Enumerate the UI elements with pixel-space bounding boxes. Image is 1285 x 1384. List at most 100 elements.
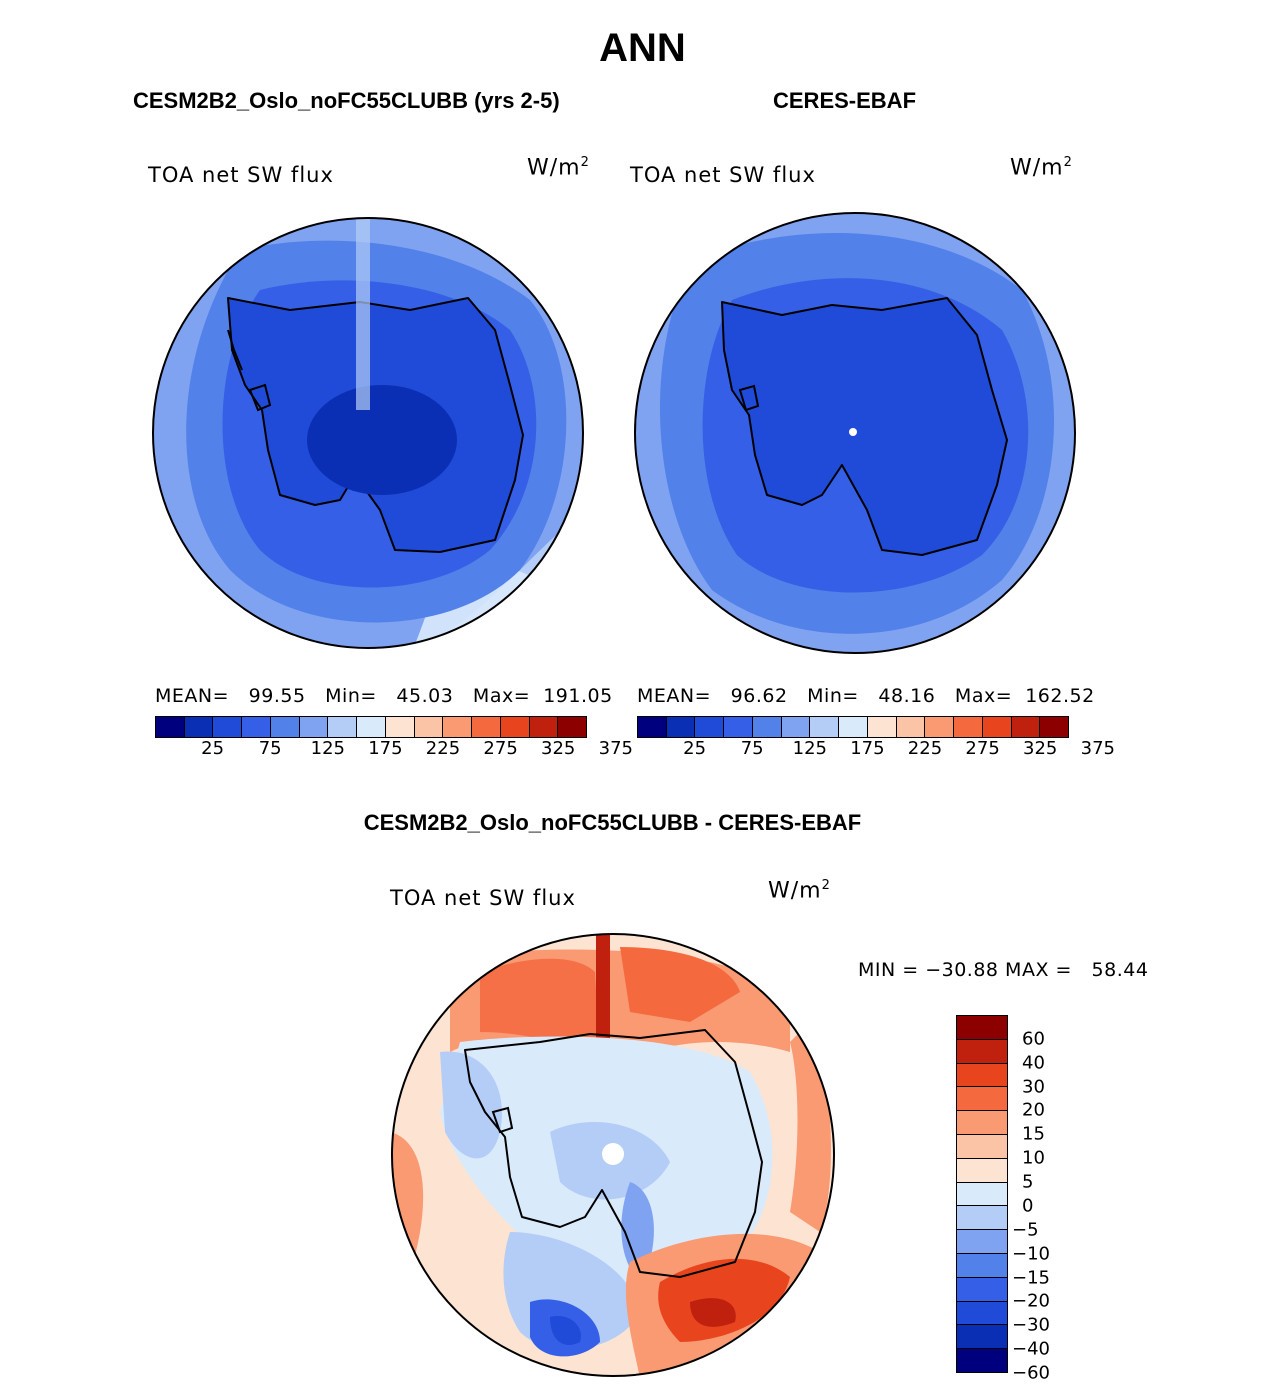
model-polar-map — [152, 217, 584, 649]
model-colorbar: 25 75 125 175 225 275 325 375 — [155, 716, 633, 762]
colorbar-tick-label: 175 — [850, 738, 885, 759]
colorbar-swatch — [957, 1158, 1007, 1183]
figure-title: ANN — [599, 26, 686, 70]
colorbar-tick-label: 40 — [1022, 1052, 1045, 1074]
colorbar-swatch — [638, 717, 667, 737]
colorbar-swatch — [957, 1182, 1007, 1207]
colorbar-swatch — [242, 717, 271, 737]
colorbar-swatch — [500, 717, 530, 737]
colorbar-swatch — [957, 1277, 1007, 1302]
model-colorbar-swatches — [155, 716, 587, 738]
colorbar-tick-label: −30 — [1012, 1314, 1050, 1336]
colorbar-swatch — [213, 717, 243, 737]
colorbar-swatch — [472, 717, 501, 737]
colorbar-swatch — [781, 717, 811, 737]
colorbar-swatch — [839, 717, 868, 737]
diff-polar-map — [391, 933, 835, 1377]
colorbar-swatch — [414, 717, 444, 737]
colorbar-swatch — [867, 717, 897, 737]
colorbar-swatch — [443, 717, 473, 737]
colorbar-swatch — [925, 717, 955, 737]
colorbar-swatch — [957, 1039, 1007, 1064]
colorbar-swatch — [896, 717, 926, 737]
diff-colorbar-swatches — [956, 1015, 1008, 1373]
colorbar-tick-label: 15 — [1022, 1123, 1045, 1145]
model-panel-units: W/m2 — [527, 155, 590, 181]
colorbar-tick-label: 375 — [598, 738, 633, 759]
colorbar-swatch — [328, 717, 358, 737]
diff-panel-title: CESM2B2_Oslo_noFC55CLUBB - CERES-EBAF — [363, 810, 862, 835]
colorbar-tick-label: 325 — [541, 738, 576, 759]
colorbar-swatch — [957, 1230, 1007, 1254]
colorbar-tick-label: 25 — [201, 738, 225, 759]
colorbar-tick-label: 0 — [1022, 1195, 1034, 1217]
obs-panel-units: W/m2 — [1010, 155, 1073, 181]
model-panel-subtitle: TOA net SW flux — [148, 163, 334, 187]
colorbar-swatch — [752, 717, 782, 737]
colorbar-tick-label: −10 — [1012, 1243, 1050, 1265]
colorbar-tick-label: 20 — [1022, 1099, 1045, 1121]
colorbar-swatch — [957, 1087, 1007, 1112]
colorbar-swatch — [957, 1134, 1007, 1159]
colorbar-swatch — [1040, 717, 1069, 737]
colorbar-swatch — [1011, 717, 1041, 737]
colorbar-tick-label: 225 — [907, 738, 943, 759]
colorbar-swatch — [957, 1016, 1007, 1040]
colorbar-swatch — [810, 717, 840, 737]
colorbar-tick-label: 60 — [1022, 1028, 1045, 1050]
colorbar-swatch — [957, 1063, 1007, 1088]
colorbar-tick-label: 30 — [1022, 1076, 1045, 1098]
colorbar-tick-label: 325 — [1023, 738, 1058, 759]
colorbar-tick-label: −5 — [1012, 1219, 1039, 1241]
obs-panel-subtitle: TOA net SW flux — [630, 163, 816, 187]
colorbar-swatch — [724, 717, 753, 737]
colorbar-tick-label: −20 — [1012, 1290, 1050, 1312]
colorbar-swatch — [529, 717, 559, 737]
colorbar-tick-label: 175 — [368, 738, 403, 759]
diff-panel-units: W/m2 — [768, 878, 831, 904]
colorbar-swatch — [957, 1253, 1007, 1278]
colorbar-swatch — [695, 717, 725, 737]
colorbar-swatch — [957, 1111, 1007, 1135]
colorbar-tick-label: 125 — [310, 738, 345, 759]
colorbar-swatch — [954, 717, 983, 737]
obs-colorbar-ticks: 25 75 125 175 225 275 325 375 — [637, 738, 1115, 762]
diff-colorbar — [956, 1015, 1008, 1373]
colorbar-swatch — [957, 1301, 1007, 1326]
colorbar-swatch — [385, 717, 415, 737]
obs-colorbar: 25 75 125 175 225 275 325 375 — [637, 716, 1115, 762]
diff-panel-stats: MIN = −30.88 MAX = 58.44 — [858, 959, 1149, 981]
diff-colorbar-ticks: 60 40 30 20 15 10 5 0 −5 −10 −15 −20 −30 −40 −60 — [1012, 1015, 1096, 1383]
colorbar-tick-label: 275 — [965, 738, 1000, 759]
colorbar-swatch — [156, 717, 185, 737]
colorbar-swatch — [957, 1206, 1007, 1231]
colorbar-swatch — [184, 717, 214, 737]
colorbar-tick-label: 225 — [425, 738, 461, 759]
colorbar-swatch — [982, 717, 1012, 737]
colorbar-tick-label: −60 — [1012, 1362, 1050, 1384]
colorbar-tick-label: 75 — [740, 738, 764, 759]
colorbar-swatch — [957, 1325, 1007, 1350]
model-panel-title: CESM2B2_Oslo_noFC55CLUBB (yrs 2-5) — [133, 88, 560, 113]
colorbar-tick-label: −15 — [1012, 1267, 1050, 1289]
diff-panel-subtitle: TOA net SW flux — [390, 886, 576, 910]
colorbar-tick-label: 375 — [1080, 738, 1115, 759]
obs-polar-map — [634, 212, 1076, 654]
colorbar-swatch — [299, 717, 329, 737]
colorbar-swatch — [357, 717, 386, 737]
colorbar-tick-label: 10 — [1022, 1147, 1045, 1169]
colorbar-swatch — [957, 1349, 1007, 1372]
obs-panel-stats: MEAN= 96.62 Min= 48.16 Max= 162.52 — [637, 685, 1095, 707]
colorbar-tick-label: −40 — [1012, 1338, 1050, 1360]
colorbar-tick-label: 5 — [1022, 1171, 1034, 1193]
obs-colorbar-swatches — [637, 716, 1069, 738]
colorbar-swatch — [558, 717, 587, 737]
colorbar-tick-label: 75 — [258, 738, 282, 759]
colorbar-tick-label: 125 — [792, 738, 827, 759]
model-panel-stats: MEAN= 99.55 Min= 45.03 Max= 191.05 — [155, 685, 613, 707]
colorbar-swatch — [666, 717, 696, 737]
obs-panel-title: CERES-EBAF — [773, 88, 917, 113]
model-colorbar-ticks: 25 75 125 175 225 275 325 375 — [155, 738, 633, 762]
colorbar-tick-label: 275 — [483, 738, 518, 759]
colorbar-swatch — [270, 717, 300, 737]
